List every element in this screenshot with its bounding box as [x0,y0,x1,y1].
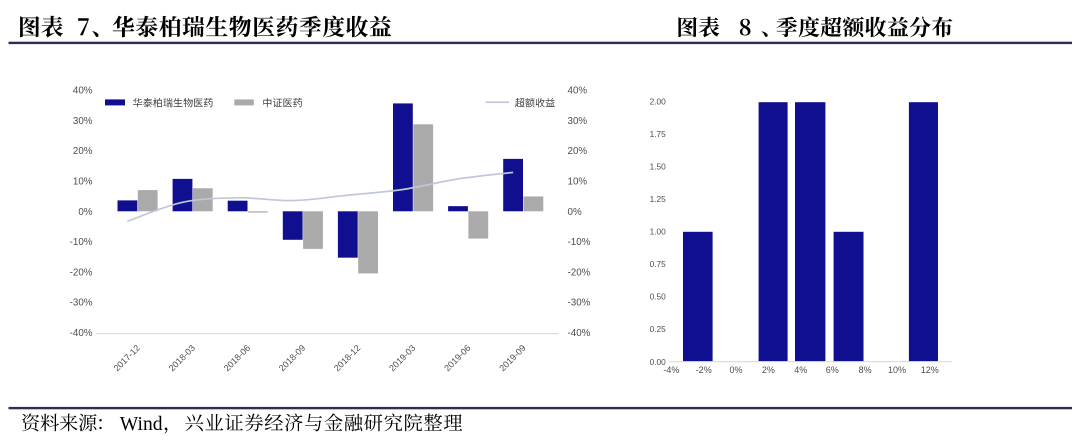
svg-text:2018-06: 2018-06 [222,343,252,373]
svg-text:-30%: -30% [568,298,591,309]
svg-text:-40%: -40% [70,328,93,339]
svg-text:1.00: 1.00 [650,227,667,237]
svg-text:2018-09: 2018-09 [277,343,307,373]
svg-text:1.25: 1.25 [650,194,667,204]
svg-text:40%: 40% [73,86,93,97]
svg-text:-20%: -20% [568,267,591,278]
svg-text:30%: 30% [568,116,588,127]
svg-text:2018-03: 2018-03 [167,343,197,373]
svg-text:2019-09: 2019-09 [497,343,527,373]
svg-text:0%: 0% [568,207,582,218]
svg-text:20%: 20% [73,146,93,157]
svg-text:20%: 20% [568,146,588,157]
svg-text:-40%: -40% [568,328,591,339]
svg-text:1.75: 1.75 [650,129,667,139]
svg-text:0.25: 0.25 [650,324,667,334]
svg-text:12%: 12% [921,365,939,375]
svg-text:-4%: -4% [663,365,679,375]
svg-text:0.50: 0.50 [650,292,667,302]
svg-text:-30%: -30% [70,298,93,309]
svg-text:10%: 10% [568,177,588,188]
svg-text:0%: 0% [78,207,92,218]
svg-text:4%: 4% [794,365,807,375]
svg-text:40%: 40% [568,86,588,97]
svg-text:-10%: -10% [568,237,591,248]
svg-text:2%: 2% [762,365,775,375]
svg-text:1.50: 1.50 [650,162,667,172]
svg-text:Wind: Wind [120,414,163,435]
svg-text:0.75: 0.75 [650,259,667,269]
svg-text:2.00: 2.00 [650,96,667,106]
svg-text:6%: 6% [826,365,839,375]
svg-text:2018-12: 2018-12 [332,343,362,373]
svg-text:-20%: -20% [70,267,93,278]
svg-text:8%: 8% [859,365,872,375]
svg-text:30%: 30% [73,116,93,127]
svg-text:2017-12: 2017-12 [112,343,142,373]
svg-text:10%: 10% [888,365,906,375]
svg-text:-10%: -10% [70,237,93,248]
svg-text:2019-03: 2019-03 [387,343,417,373]
svg-text:0%: 0% [729,365,742,375]
svg-text:10%: 10% [73,177,93,188]
svg-text:0.00: 0.00 [650,357,667,367]
svg-text:-2%: -2% [696,365,712,375]
svg-text:2019-06: 2019-06 [442,343,472,373]
